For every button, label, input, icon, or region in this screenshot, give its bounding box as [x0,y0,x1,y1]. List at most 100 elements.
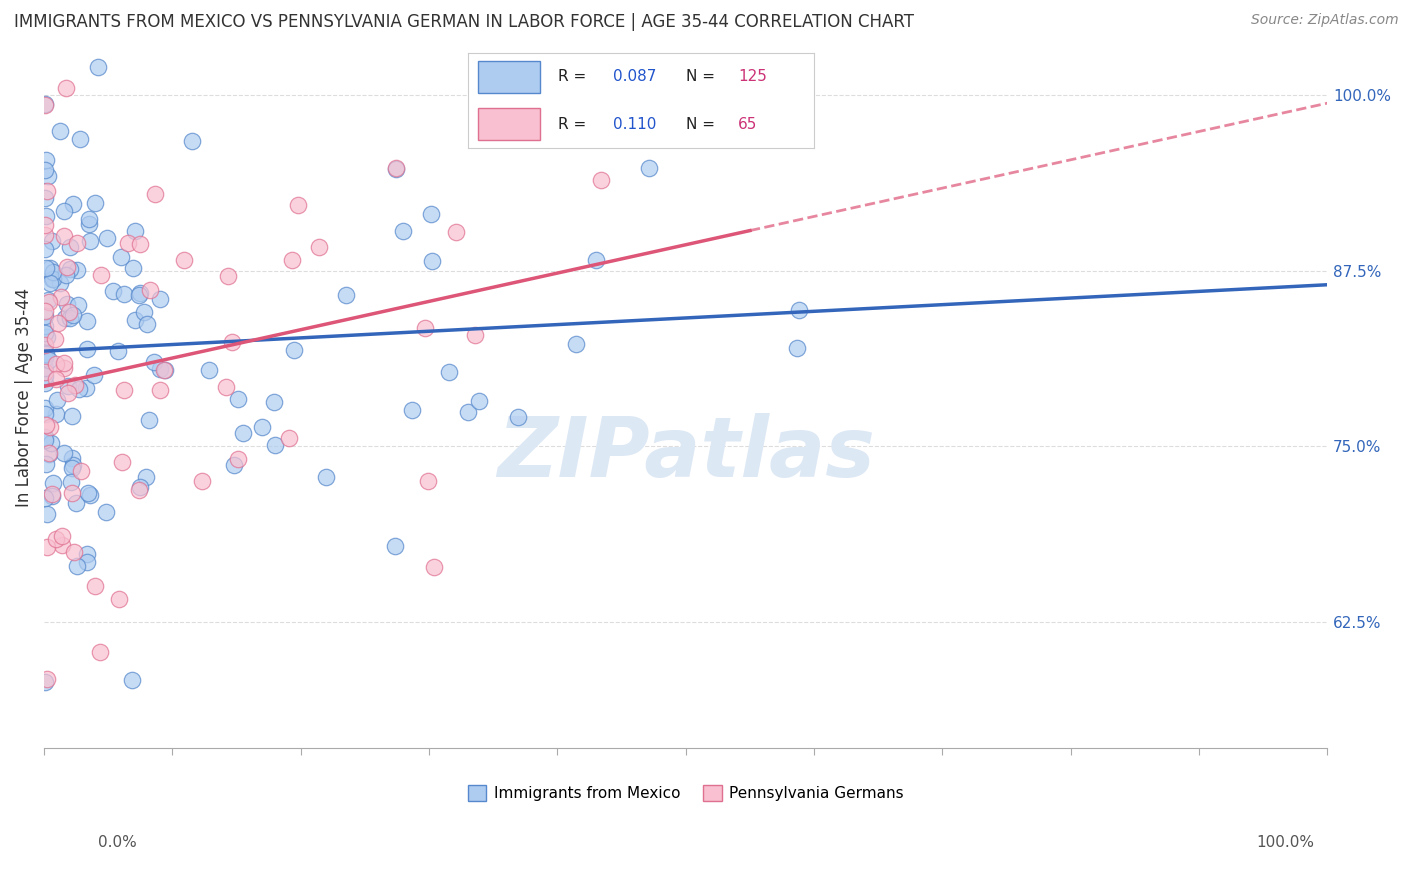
Point [75,381,97,395]
Point [787,303,810,318]
Point [335,288,357,302]
Point [79,234,101,248]
Point [264,438,287,452]
Point [46,316,69,330]
Point [34,376,56,391]
Point [58,304,80,318]
Point [283,343,305,357]
Point [60,460,83,475]
Point [34,675,56,690]
Point [38,353,60,368]
Point [110,251,132,265]
Point [111,455,134,469]
Point [62,544,84,558]
Point [79,488,101,502]
Point [34,326,56,341]
Point [42,272,65,286]
Point [34,365,56,379]
Point [128,288,150,302]
Point [226,392,249,407]
Point [65,496,87,510]
Point [34,360,56,375]
Point [49,124,72,138]
Point [112,287,135,301]
Point [35,185,58,199]
Point [38,260,60,275]
Point [53,356,76,370]
Point [149,383,172,397]
Point [34,97,56,112]
Point [45,392,67,407]
Point [786,342,808,356]
Point [37,293,59,307]
Point [41,271,63,285]
Point [77,217,100,231]
Point [44,532,66,546]
Point [84,579,107,593]
Point [34,351,56,366]
Point [38,445,60,459]
Point [37,540,59,554]
Point [117,235,139,250]
Point [53,310,76,325]
Point [37,330,59,344]
Point [60,409,83,423]
Point [444,225,467,239]
Text: ZIPatlas: ZIPatlas [496,413,875,494]
Point [287,198,309,212]
Point [506,409,529,424]
Point [66,297,89,311]
Point [39,436,62,450]
Point [70,464,93,478]
Point [69,132,91,146]
Point [77,486,100,500]
Point [385,161,408,176]
Point [67,382,90,396]
Point [56,297,79,311]
Point [124,224,146,238]
Point [42,265,65,279]
Point [76,342,98,356]
Point [45,357,67,371]
Point [564,337,586,351]
Point [59,240,82,254]
Point [55,260,77,274]
Point [221,334,243,349]
Point [439,366,461,380]
Point [44,332,66,346]
Point [38,295,60,310]
Point [181,134,204,148]
Point [129,480,152,494]
Point [638,161,661,175]
Point [149,292,172,306]
Point [52,446,75,460]
Y-axis label: In Labor Force | Age 35-44: In Labor Force | Age 35-44 [15,287,32,507]
Point [135,469,157,483]
Point [37,507,59,521]
Point [56,378,79,392]
Point [60,475,83,489]
Point [96,230,118,244]
Point [263,395,285,409]
Point [89,645,111,659]
Point [392,224,415,238]
Point [34,310,56,324]
Point [35,672,58,686]
Point [34,228,56,243]
Point [66,235,89,250]
Point [34,344,56,359]
Text: IMMIGRANTS FROM MEXICO VS PENNSYLVANIA GERMAN IN LABOR FORCE | AGE 35-44 CORRELA: IMMIGRANTS FROM MEXICO VS PENNSYLVANIA G… [14,13,914,31]
Point [589,173,612,187]
Point [34,401,56,416]
Point [59,262,82,277]
Point [42,475,65,490]
Point [83,368,105,382]
Point [413,320,436,334]
Point [55,268,77,283]
Point [129,236,152,251]
Point [420,207,443,221]
Point [401,403,423,417]
Point [129,286,152,301]
Point [41,234,63,248]
Point [62,197,84,211]
